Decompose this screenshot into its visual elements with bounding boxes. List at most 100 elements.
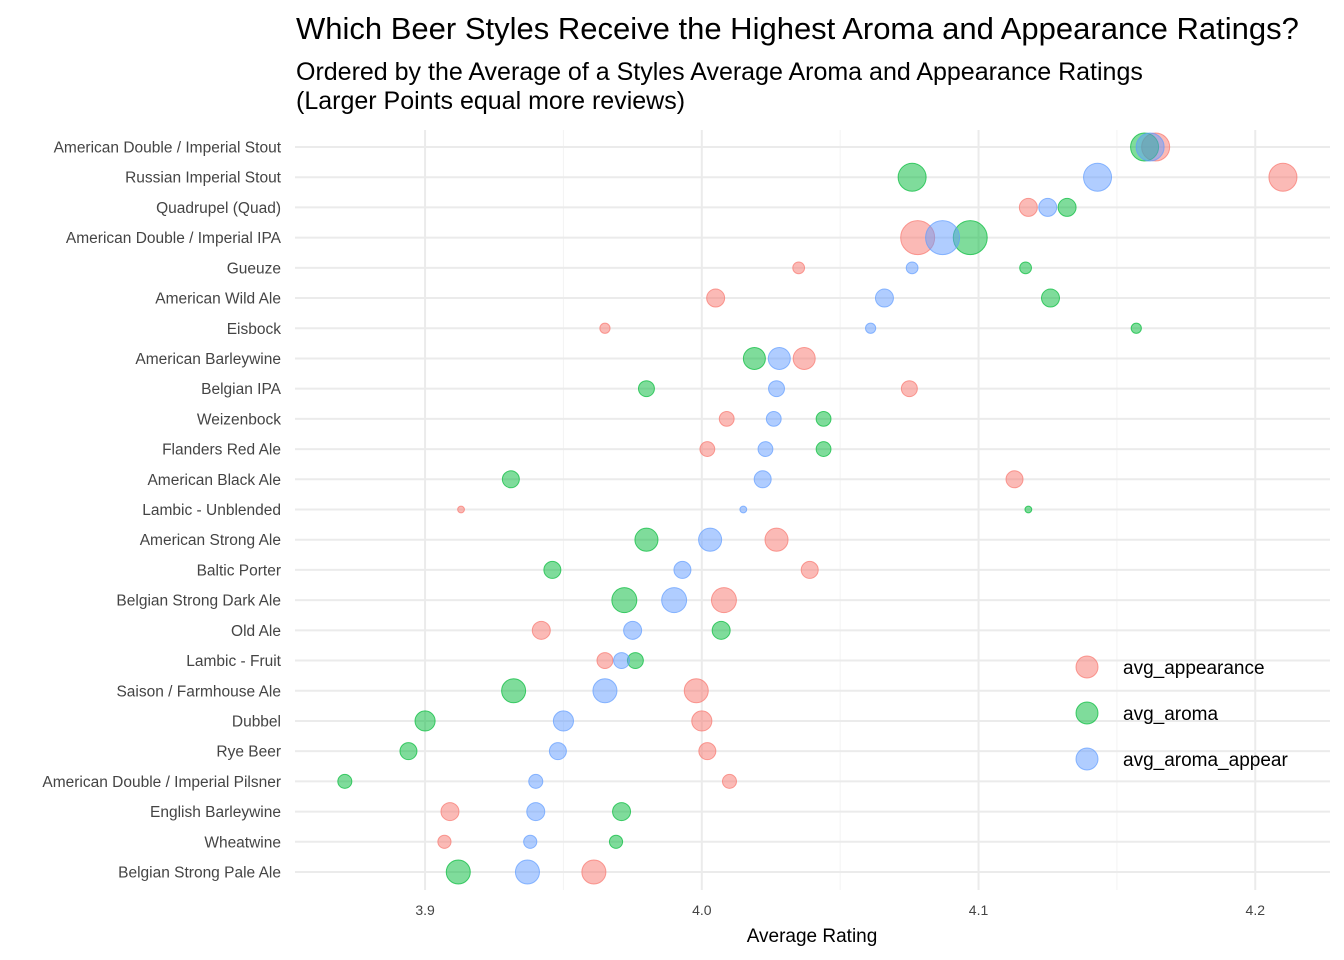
- y-tick-label: Old Ale: [231, 623, 281, 640]
- y-tick-label: Belgian IPA: [201, 381, 282, 398]
- point-avg-aroma-appear: [698, 527, 723, 552]
- chart-subtitle-line-1: Ordered by the Average of a Styles Avera…: [296, 58, 1143, 86]
- point-avg-aroma: [1057, 197, 1077, 217]
- y-tick-label: Saison / Farmhouse Ale: [116, 683, 281, 700]
- point-avg-aroma: [1130, 322, 1142, 334]
- point-avg-appearance: [440, 802, 460, 822]
- x-tick-label: 4.2: [1246, 902, 1266, 918]
- point-avg-aroma: [608, 834, 624, 849]
- point-avg-appearance: [699, 441, 716, 457]
- point-avg-aroma-appear: [592, 678, 618, 704]
- legend-key-avg-aroma: [1075, 701, 1099, 725]
- x-axis-ticks: 3.9 4.0 4.1 4.2: [415, 902, 1265, 918]
- point-avg-aroma-appear: [874, 288, 894, 308]
- point-avg-aroma: [742, 346, 766, 370]
- x-tick-label: 4.0: [692, 902, 712, 918]
- point-avg-appearance: [437, 834, 452, 849]
- y-tick-label: Belgian Strong Dark Ale: [116, 593, 281, 610]
- point-avg-aroma-appear: [767, 346, 791, 370]
- y-tick-label: Russian Imperial Stout: [125, 170, 282, 187]
- point-avg-appearance: [1268, 162, 1298, 192]
- legend-key-avg-aroma-appear: [1075, 747, 1099, 771]
- point-avg-aroma: [399, 742, 418, 761]
- y-tick-label: Dubbel: [232, 713, 281, 730]
- y-tick-label: Baltic Porter: [197, 562, 281, 579]
- point-avg-aroma-appear: [739, 505, 748, 514]
- point-avg-aroma: [815, 410, 832, 427]
- point-avg-appearance: [683, 678, 709, 704]
- y-tick-label: American Double / Imperial Stout: [54, 140, 282, 157]
- y-tick-label: Rye Beer: [216, 744, 281, 761]
- y-tick-label: Wheatwine: [204, 834, 281, 851]
- x-axis-label: Average Rating: [747, 926, 878, 947]
- point-avg-appearance: [457, 505, 465, 514]
- point-avg-aroma: [612, 802, 632, 822]
- point-avg-aroma: [634, 527, 659, 552]
- point-avg-appearance: [800, 560, 819, 579]
- point-avg-aroma: [897, 162, 927, 192]
- point-avg-aroma: [337, 773, 353, 789]
- point-avg-aroma-appear: [865, 322, 877, 334]
- point-avg-aroma: [445, 859, 471, 885]
- point-avg-aroma: [414, 710, 436, 732]
- y-tick-label: American Strong Ale: [140, 532, 281, 549]
- point-avg-aroma-appear: [548, 742, 567, 761]
- point-avg-aroma: [501, 678, 527, 704]
- y-tick-label: American Double / Imperial Pilsner: [42, 774, 281, 791]
- point-avg-aroma-appear: [925, 220, 961, 256]
- point-avg-aroma-appear: [757, 441, 774, 457]
- point-avg-appearance: [581, 859, 607, 885]
- point-avg-aroma-appear: [673, 560, 692, 579]
- x-tick-label: 4.1: [969, 902, 989, 918]
- chart-title: Which Beer Styles Receive the Highest Ar…: [296, 11, 1299, 46]
- point-avg-aroma-appear: [623, 620, 643, 640]
- point-avg-appearance: [721, 773, 737, 789]
- legend-label: avg_appearance: [1123, 658, 1265, 679]
- point-avg-aroma-appear: [765, 410, 782, 427]
- data-points: [337, 132, 1298, 885]
- y-tick-label: Weizenbock: [197, 411, 281, 428]
- point-avg-appearance: [718, 410, 735, 427]
- point-avg-aroma: [1040, 288, 1060, 308]
- legend-label: avg_aroma_appear: [1123, 750, 1288, 771]
- point-avg-appearance: [1018, 197, 1038, 217]
- y-tick-label: English Barleywine: [150, 804, 281, 821]
- point-avg-appearance: [792, 261, 806, 275]
- y-tick-label: Quadrupel (Quad): [156, 200, 281, 217]
- point-avg-appearance: [706, 288, 726, 308]
- point-avg-aroma-appear: [1038, 197, 1058, 217]
- point-avg-aroma-appear: [1083, 162, 1113, 192]
- point-avg-aroma-appear: [528, 773, 544, 789]
- point-avg-aroma: [637, 380, 655, 398]
- y-tick-label: Flanders Red Ale: [162, 442, 281, 459]
- point-avg-aroma: [1019, 261, 1032, 275]
- point-avg-appearance: [900, 380, 918, 398]
- point-avg-appearance: [792, 346, 816, 370]
- point-avg-aroma-appear: [613, 652, 631, 670]
- point-avg-aroma: [501, 470, 520, 489]
- y-tick-label: American Wild Ale: [155, 291, 281, 308]
- point-avg-aroma-appear: [526, 802, 546, 822]
- point-avg-appearance: [691, 710, 713, 732]
- point-avg-aroma-appear: [905, 261, 919, 275]
- y-axis-labels: American Double / Imperial Stout Russian …: [42, 140, 281, 882]
- point-avg-aroma: [1024, 505, 1033, 514]
- point-avg-aroma: [543, 560, 562, 579]
- point-avg-appearance: [698, 742, 717, 761]
- point-avg-aroma-appear: [768, 380, 785, 398]
- point-avg-aroma-appear: [1135, 132, 1165, 162]
- y-tick-label: Eisbock: [227, 321, 282, 338]
- y-tick-label: American Barleywine: [135, 351, 281, 368]
- y-tick-label: Lambic - Fruit: [186, 653, 281, 670]
- point-avg-appearance: [531, 620, 551, 640]
- point-avg-aroma: [611, 587, 638, 614]
- point-avg-aroma: [711, 620, 731, 640]
- legend-key-avg-appearance: [1075, 655, 1099, 679]
- legend: avg_appearance avg_aroma avg_aroma_appear: [1075, 655, 1288, 771]
- point-avg-aroma-appear: [661, 587, 688, 614]
- y-tick-label: American Black Ale: [147, 472, 281, 489]
- chart-subtitle-line-2: (Larger Points equal more reviews): [296, 87, 685, 115]
- gridlines: [295, 130, 1330, 890]
- point-avg-aroma-appear: [523, 834, 538, 849]
